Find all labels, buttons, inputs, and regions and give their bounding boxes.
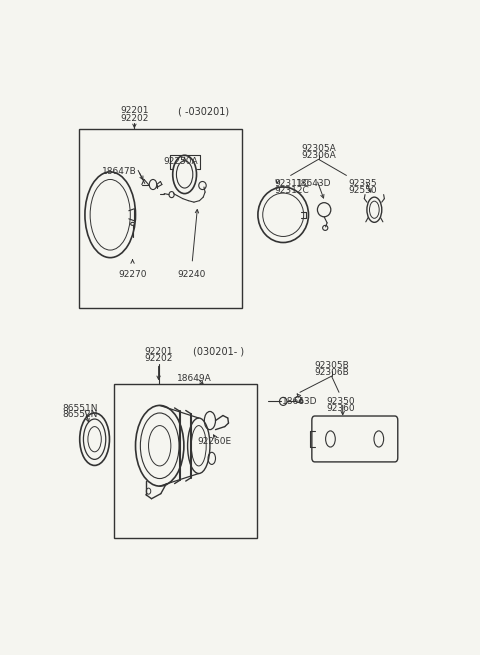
Text: 92306B: 92306B [314,367,349,377]
Text: 86552N: 86552N [63,411,98,419]
Text: 18643D: 18643D [296,179,332,189]
Text: 92201: 92201 [144,347,173,356]
Text: 92250A: 92250A [164,157,198,166]
Text: 92306A: 92306A [301,151,336,160]
Text: 92270: 92270 [118,271,147,279]
Text: 92311C: 92311C [274,179,309,189]
Text: ( -030201): ( -030201) [178,106,229,117]
Text: (030201- ): (030201- ) [192,347,244,357]
Text: 92202: 92202 [120,114,149,123]
Text: 18643D: 18643D [282,398,318,406]
Text: 92360: 92360 [326,404,355,413]
Text: 92202: 92202 [144,354,173,363]
Text: 92335: 92335 [349,179,377,189]
Text: 92260E: 92260E [197,437,231,445]
Bar [114,384,257,538]
Text: 18649A: 18649A [177,373,211,383]
Text: 92550: 92550 [349,186,377,195]
Text: 92305B: 92305B [314,361,349,370]
Text: 92201: 92201 [120,106,149,115]
Text: 86551N: 86551N [63,404,98,413]
Bar [79,129,242,308]
Text: 92240: 92240 [178,271,206,279]
Text: 92312C: 92312C [274,186,309,195]
Text: 92305A: 92305A [301,144,336,153]
Text: 18647B: 18647B [101,167,136,176]
Text: 92350: 92350 [326,398,355,406]
